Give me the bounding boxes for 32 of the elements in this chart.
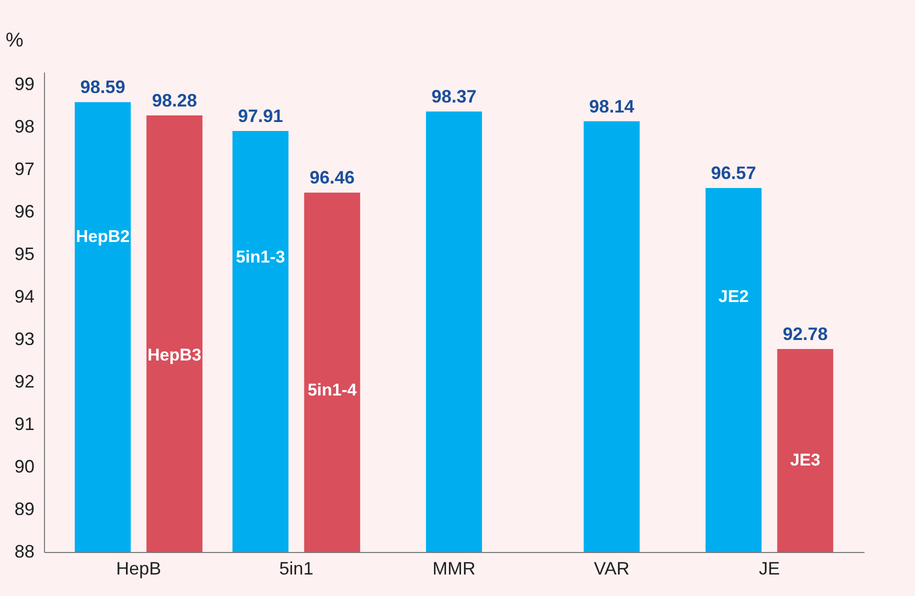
data-label: 98.14	[589, 96, 634, 116]
y-tick-label: 91	[14, 414, 34, 434]
x-tick-label: 5in1	[279, 558, 314, 578]
annotation: HepB3	[148, 345, 202, 364]
y-tick-label: 90	[14, 456, 34, 477]
y-axis-title: %	[6, 30, 24, 52]
annotation: JE2	[718, 287, 749, 306]
y-tick-label: 92	[14, 372, 34, 392]
y-tick-label: 93	[14, 329, 34, 350]
y-tick-label: 89	[14, 499, 34, 520]
data-label: 97.91	[238, 106, 283, 126]
x-tick-label: JE	[758, 558, 780, 578]
y-tick-label: 98	[14, 116, 34, 137]
y-tick-label: 96	[14, 202, 34, 222]
data-label: 98.59	[80, 77, 126, 98]
x-tick-label: VAR	[594, 558, 630, 578]
data-label: 92.78	[782, 324, 828, 344]
data-label: 96.46	[310, 168, 355, 188]
y-tick-label: 99	[14, 74, 34, 94]
data-label: 98.28	[152, 90, 197, 110]
y-tick-label: 95	[14, 244, 34, 264]
annotation: HepB2	[76, 227, 130, 246]
annotation: 5in1-4	[308, 380, 358, 400]
data-label: 96.57	[711, 162, 756, 183]
annotation: 5in1-3	[236, 247, 286, 266]
y-tick-label: 97	[14, 159, 34, 180]
y-tick-label: 94	[14, 286, 34, 307]
annotation: JE3	[790, 450, 820, 470]
x-tick-label: MMR	[432, 558, 476, 578]
x-tick-label: HepB	[116, 558, 162, 578]
data-label: 98.37	[431, 86, 477, 107]
y-tick-label: 88	[14, 542, 34, 562]
